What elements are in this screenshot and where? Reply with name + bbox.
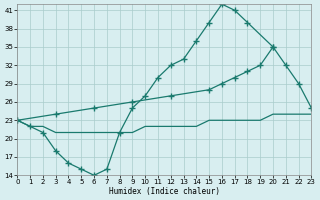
X-axis label: Humidex (Indice chaleur): Humidex (Indice chaleur) <box>109 187 220 196</box>
